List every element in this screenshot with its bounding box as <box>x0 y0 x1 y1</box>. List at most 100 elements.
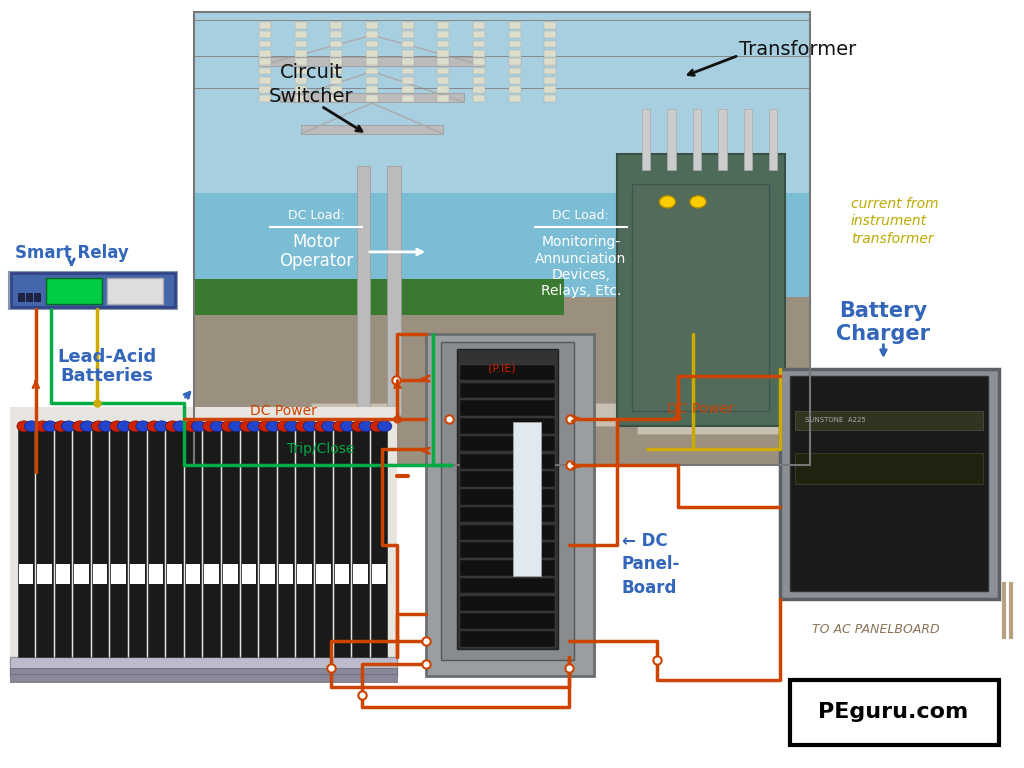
Bar <box>55 564 71 584</box>
Bar <box>437 77 450 84</box>
Bar <box>278 422 294 657</box>
Text: Charger: Charger <box>837 324 931 344</box>
Bar <box>129 422 145 657</box>
Circle shape <box>285 421 299 432</box>
Text: Monitoring-: Monitoring- <box>542 235 621 249</box>
Bar <box>166 422 183 657</box>
Bar <box>473 58 485 65</box>
Bar <box>259 58 271 65</box>
Bar <box>315 422 332 657</box>
Bar <box>642 109 650 170</box>
Text: TO AC PANELBOARD: TO AC PANELBOARD <box>812 624 940 636</box>
Circle shape <box>333 421 347 432</box>
Bar <box>295 86 307 93</box>
Bar <box>372 564 386 584</box>
Bar <box>473 59 485 66</box>
Text: Switcher: Switcher <box>268 87 353 105</box>
Circle shape <box>166 421 180 432</box>
Circle shape <box>221 421 236 432</box>
Text: Smart Relay: Smart Relay <box>14 244 128 263</box>
Bar <box>194 12 810 306</box>
Bar <box>437 22 450 29</box>
Bar <box>10 668 397 676</box>
Bar <box>295 59 307 66</box>
Bar <box>259 59 271 66</box>
Bar <box>36 422 52 657</box>
Circle shape <box>322 421 336 432</box>
Text: Lead-Acid: Lead-Acid <box>57 348 157 366</box>
Bar <box>331 41 342 48</box>
Bar <box>473 77 485 84</box>
Bar <box>509 59 521 66</box>
Bar <box>544 58 556 65</box>
Bar <box>9 272 177 309</box>
Bar <box>331 31 342 38</box>
Circle shape <box>303 421 317 432</box>
Bar <box>401 58 414 65</box>
Bar <box>281 93 464 102</box>
Bar <box>437 58 450 65</box>
Bar <box>437 95 450 102</box>
Circle shape <box>266 421 281 432</box>
Bar <box>460 631 555 647</box>
Bar <box>17 422 34 657</box>
Circle shape <box>314 421 329 432</box>
Bar <box>260 57 484 66</box>
Bar <box>331 50 342 57</box>
Bar <box>186 564 201 584</box>
Bar <box>437 41 450 48</box>
Circle shape <box>240 421 254 432</box>
Circle shape <box>296 421 310 432</box>
Bar <box>401 59 414 66</box>
Bar <box>10 674 397 682</box>
Bar <box>194 12 810 465</box>
Bar <box>194 297 810 465</box>
Bar <box>460 542 555 558</box>
Bar <box>311 403 392 426</box>
Circle shape <box>173 421 187 432</box>
Bar <box>460 489 555 505</box>
Bar <box>259 77 271 84</box>
Bar <box>779 369 998 599</box>
Bar <box>297 564 312 584</box>
Bar <box>331 58 342 65</box>
Bar <box>668 109 676 170</box>
Bar <box>331 77 342 84</box>
Bar <box>331 59 342 66</box>
Bar <box>205 564 219 584</box>
Bar <box>790 376 988 591</box>
Bar <box>223 564 238 584</box>
Text: transformer: transformer <box>851 232 934 246</box>
Bar <box>366 31 378 38</box>
Bar <box>92 422 109 657</box>
Circle shape <box>191 421 206 432</box>
Bar <box>401 95 414 102</box>
Text: ← DC: ← DC <box>622 532 668 551</box>
Bar <box>460 454 555 469</box>
Circle shape <box>659 196 676 208</box>
Text: SUNSTONE  A225: SUNSTONE A225 <box>805 417 865 423</box>
Bar <box>74 422 90 657</box>
Bar <box>795 411 983 430</box>
Bar <box>460 596 555 611</box>
Bar <box>509 86 521 93</box>
Bar <box>356 166 370 415</box>
Circle shape <box>278 421 292 432</box>
Text: current from: current from <box>851 197 938 210</box>
Bar <box>366 95 378 102</box>
Bar <box>441 342 573 660</box>
Bar <box>259 31 271 38</box>
Text: DC Power: DC Power <box>250 404 316 418</box>
Circle shape <box>43 421 57 432</box>
Bar <box>473 68 485 74</box>
Bar <box>544 22 556 29</box>
Bar <box>204 422 220 657</box>
Bar <box>460 400 555 415</box>
Text: Board: Board <box>622 578 677 597</box>
Bar <box>259 41 271 48</box>
Bar <box>632 184 769 411</box>
Bar <box>295 77 307 84</box>
Bar <box>473 50 485 57</box>
Bar <box>544 41 556 48</box>
Bar <box>295 58 307 65</box>
